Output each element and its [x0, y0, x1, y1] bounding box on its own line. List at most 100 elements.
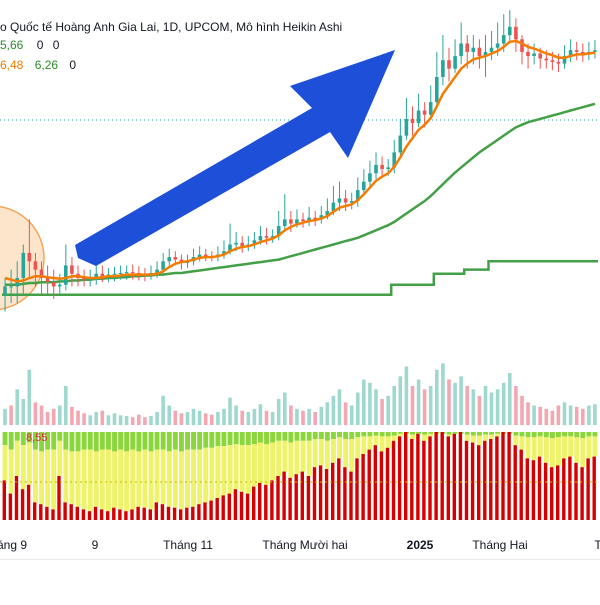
candle-body	[441, 60, 445, 77]
indicator-red-bar	[367, 449, 371, 520]
indicator-red-bar	[81, 509, 86, 520]
indicator-red-bar	[568, 456, 572, 520]
volume-bar	[94, 412, 98, 425]
candle-body	[356, 190, 360, 201]
candle-body	[410, 118, 415, 124]
indicator-red-bar	[148, 509, 152, 520]
volume-bar	[112, 413, 117, 425]
indicator-red-bar	[586, 458, 590, 520]
candle-body	[3, 286, 7, 295]
legend-ma-orange-val: 6,48	[0, 58, 24, 72]
volume-bar	[252, 408, 257, 426]
indicator-green-bar	[185, 432, 190, 450]
volume-bar	[550, 410, 555, 425]
candle-body	[380, 164, 384, 170]
volume-bar	[581, 408, 585, 426]
indicator-red-bar	[160, 504, 165, 520]
indicator-red-bar	[483, 440, 487, 520]
candle-body	[307, 217, 311, 221]
x-tick-label: Tháng Hai	[472, 538, 528, 552]
x-tick-label: Tháng 11	[163, 538, 213, 552]
indicator-yellow-bar	[20, 445, 26, 490]
candle-body	[112, 273, 117, 275]
indicator-yellow-bar	[51, 449, 57, 510]
candle-body	[203, 254, 208, 257]
indicator-green-bar	[531, 432, 537, 438]
indicator-yellow-bar	[197, 449, 203, 505]
candle-body	[392, 152, 396, 168]
volume-bar	[58, 405, 62, 425]
indicator-green-bar	[464, 432, 470, 435]
candle-body	[33, 261, 38, 270]
indicator-yellow-bar	[574, 437, 580, 463]
candle-body	[276, 226, 281, 237]
candle-body	[568, 50, 573, 57]
candle-body	[51, 282, 56, 287]
volume-bar	[289, 405, 293, 425]
ma-green-line	[5, 102, 596, 286]
volume-bar	[21, 399, 26, 425]
indicator-green-bar	[556, 432, 561, 438]
volume-bar	[343, 402, 348, 426]
indicator-green-bar	[574, 432, 580, 438]
candle-body	[228, 244, 232, 252]
volume-bar	[137, 414, 141, 425]
indicator-yellow-bar	[130, 449, 136, 510]
volume-bar	[556, 405, 561, 425]
indicator-green-bar	[343, 432, 349, 439]
candle-body	[167, 257, 171, 262]
indicator-red-bar	[294, 474, 298, 520]
indicator-red-bar	[318, 465, 323, 520]
indicator-red-bar	[264, 484, 268, 520]
indicator-yellow-bar	[276, 440, 282, 476]
candle-body	[343, 198, 348, 203]
indicator-red-bar	[227, 493, 231, 520]
volume-bar	[270, 412, 275, 425]
indicator-red-bar	[385, 447, 390, 520]
volume-bar	[179, 413, 184, 425]
indicator-green-bar	[215, 432, 221, 447]
indicator-red-bar	[2, 480, 6, 520]
indicator-green-bar	[221, 432, 227, 447]
legend-title: o Quốc tế Hoàng Anh Gia Lai, 1D, UPCOM, …	[0, 20, 342, 34]
indicator-green-bar	[172, 432, 178, 450]
candle-body	[325, 211, 330, 216]
indicator-yellow-bar	[26, 442, 32, 485]
indicator-yellow-bar	[39, 451, 44, 505]
indicator-green-bar	[470, 432, 476, 436]
indicator-red-bar	[124, 511, 128, 520]
candle-body	[155, 269, 159, 273]
indicator-red-bar	[379, 451, 384, 520]
candle-body	[118, 273, 123, 274]
indicator-yellow-bar	[531, 437, 537, 461]
volume-bar	[416, 379, 421, 425]
indicator-red-bar	[258, 483, 262, 520]
indicator-red-bar	[221, 495, 225, 520]
indicator-yellow-bar	[410, 434, 415, 439]
volume-bar	[191, 408, 196, 426]
candle-body	[514, 26, 518, 40]
trend-arrow	[75, 50, 395, 266]
indicator-red-bar	[434, 432, 438, 520]
candle-body	[45, 278, 50, 283]
volume-bar	[118, 415, 123, 426]
volume-bar	[453, 382, 457, 426]
x-tick-label: Tháng Mười hai	[262, 538, 348, 552]
indicator-red-bar	[312, 467, 317, 520]
candle-body	[386, 167, 390, 170]
volume-bar	[562, 402, 567, 426]
volume-bar	[100, 410, 105, 425]
volume-bar	[526, 402, 530, 426]
indicator-yellow-bar	[483, 434, 488, 441]
indicator-red-bar	[489, 439, 493, 520]
indicator-red-bar	[191, 506, 195, 520]
bottom-blank	[0, 560, 600, 600]
indicator-green-bar	[513, 432, 519, 436]
volume-bar	[258, 404, 263, 425]
candle-body	[331, 202, 336, 211]
indicator-yellow-bar	[270, 442, 276, 481]
indicator-green-bar	[233, 432, 239, 445]
indicator-red-bar	[349, 471, 353, 520]
candle-body	[501, 35, 506, 44]
